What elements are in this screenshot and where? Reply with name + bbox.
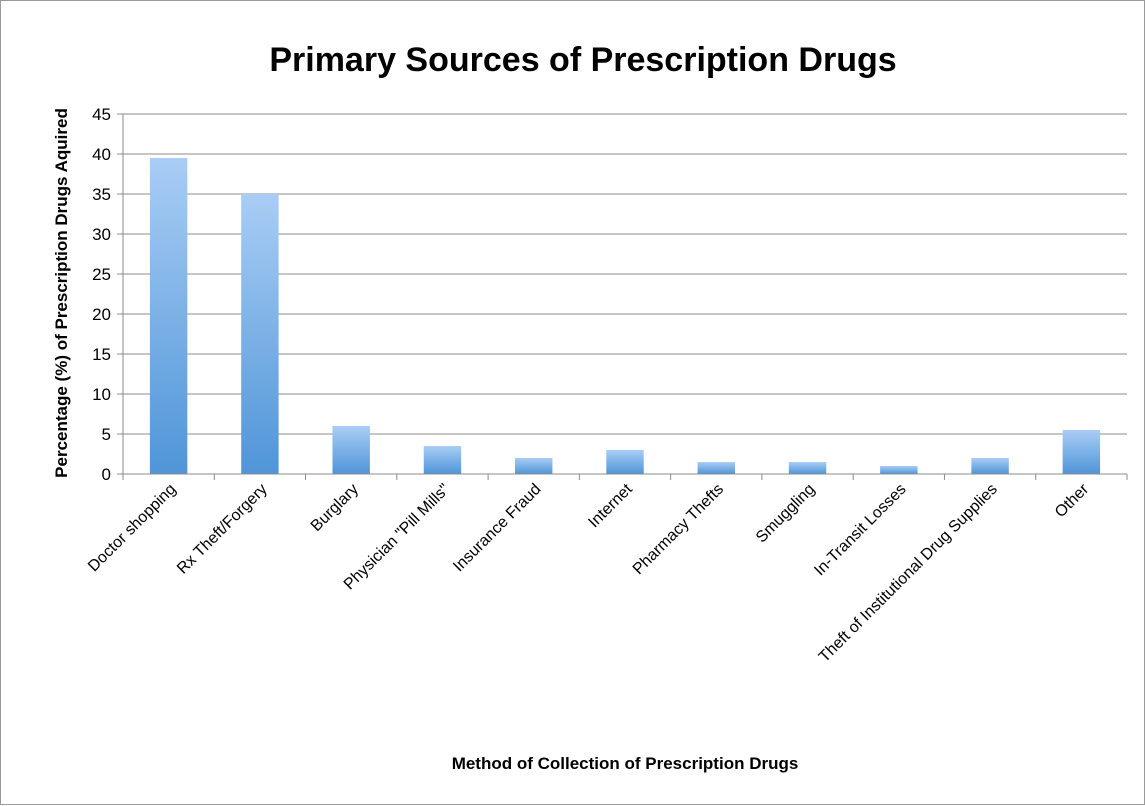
x-category-label: Burglary — [308, 481, 362, 535]
x-category-label: Physician "Pill Mills" — [341, 481, 453, 593]
bar — [880, 466, 918, 474]
bar — [241, 194, 279, 474]
x-category-label: Theft of Institutional Drug Supplies — [816, 481, 1001, 666]
bar — [332, 426, 370, 474]
x-category-label: Insurance Fraud — [450, 481, 544, 575]
x-category-label: Doctor shopping — [85, 481, 179, 575]
y-tick-label: 20 — [92, 305, 111, 324]
x-category-label: Pharmacy Thefts — [630, 481, 727, 578]
y-tick-label: 5 — [102, 425, 111, 444]
x-category-label: Rx Theft/Forgery — [174, 481, 271, 578]
y-tick-label: 30 — [92, 225, 111, 244]
bars — [149, 158, 1101, 474]
bar — [788, 462, 827, 474]
y-axis-title: Percentage (%) of Prescription Drugs Aqu… — [52, 108, 71, 478]
bar — [515, 458, 553, 474]
y-tick-labels: 0 5 10 15 20 25 30 35 40 45 — [92, 105, 111, 484]
y-tick-label: 40 — [92, 145, 111, 164]
bar — [423, 446, 462, 474]
y-tick-label: 25 — [92, 265, 111, 284]
bar — [606, 450, 644, 474]
y-tick-label: 10 — [92, 385, 111, 404]
chart-title: Primary Sources of Prescription Drugs — [269, 41, 896, 79]
x-category-label: In-Transit Losses — [811, 481, 909, 579]
bar — [149, 158, 188, 474]
bar — [697, 462, 735, 474]
x-category-label: Smuggling — [753, 481, 818, 546]
x-axis-title: Method of Collection of Prescription Dru… — [452, 754, 799, 773]
x-category-label: Other — [1052, 480, 1093, 521]
bar — [1062, 430, 1101, 474]
gridlines — [117, 113, 1127, 475]
y-tick-label: 45 — [92, 105, 111, 124]
x-category-label: Internet — [585, 480, 636, 531]
bar — [971, 458, 1009, 474]
y-tick-label: 0 — [102, 465, 111, 484]
y-tick-label: 15 — [92, 345, 111, 364]
y-tick-label: 35 — [92, 185, 111, 204]
